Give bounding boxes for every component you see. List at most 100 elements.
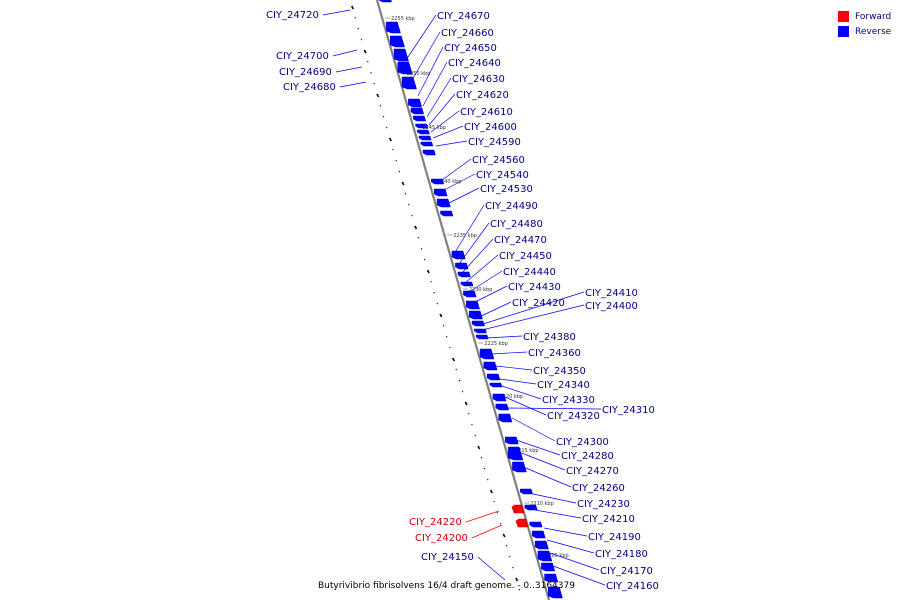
gene-label[interactable]: CIY_24350 (533, 366, 586, 377)
gene-label[interactable]: CIY_24200 (415, 533, 468, 544)
gene-label[interactable]: CIY_24620 (456, 90, 509, 101)
reverse-gene-block[interactable] (492, 393, 507, 402)
forward-gene-block[interactable] (515, 518, 529, 528)
gene-label[interactable]: CIY_24340 (537, 380, 590, 391)
gene-label[interactable]: CIY_24160 (606, 581, 659, 592)
reverse-gene-block[interactable] (529, 521, 543, 528)
reverse-gene-block[interactable] (440, 210, 454, 217)
gene-label[interactable]: CIY_24320 (547, 411, 600, 422)
reverse-gene-block[interactable] (537, 550, 553, 562)
gene-label[interactable]: CIY_24700 (276, 51, 329, 62)
reverse-gene-block[interactable] (418, 135, 432, 141)
scale-mark-label: 2255 kbp (391, 16, 415, 22)
reverse-gene-block[interactable] (378, 0, 392, 3)
gene-label[interactable]: CIY_24330 (542, 395, 595, 406)
reverse-gene-block[interactable] (475, 334, 489, 340)
gene-label[interactable]: CIY_24190 (588, 532, 641, 543)
label-leader (332, 49, 358, 57)
reverse-gene-block[interactable] (471, 320, 485, 327)
gene-label[interactable]: CIY_24420 (512, 298, 565, 309)
reverse-gene-block[interactable] (436, 198, 451, 208)
reverse-gene-block[interactable] (483, 361, 498, 371)
reverse-gene-block[interactable] (495, 403, 509, 411)
gene-label[interactable]: CIY_24270 (566, 466, 619, 477)
gene-label[interactable]: CIY_24680 (283, 82, 336, 93)
reverse-gene-block[interactable] (531, 530, 546, 539)
gene-label[interactable]: CIY_24310 (602, 405, 655, 416)
reverse-gene-block[interactable] (489, 382, 503, 388)
reverse-gene-block[interactable] (386, 21, 401, 34)
gene-label[interactable]: CIY_24690 (279, 67, 332, 78)
reverse-gene-block[interactable] (466, 300, 480, 310)
reverse-gene-block[interactable] (460, 281, 474, 287)
gene-label[interactable]: CIY_24220 (409, 517, 462, 528)
reverse-gene-block[interactable] (474, 328, 487, 334)
gene-label[interactable]: CIY_24600 (464, 122, 517, 133)
gene-label[interactable]: CIY_24480 (490, 219, 543, 230)
gene-label[interactable]: CIY_24260 (572, 483, 625, 494)
gene-label[interactable]: CIY_24180 (595, 549, 648, 560)
gene-label[interactable]: CIY_24150 (421, 552, 474, 563)
reverse-gene-block[interactable] (422, 149, 436, 156)
gene-label[interactable]: CIY_24640 (448, 58, 501, 69)
reverse-gene-block[interactable] (512, 461, 527, 473)
reverse-gene-block[interactable] (541, 562, 556, 572)
reverse-gene-block[interactable] (413, 115, 427, 122)
gene-label[interactable]: CIY_24300 (556, 437, 609, 448)
reverse-gene-block[interactable] (519, 488, 533, 495)
gene-label[interactable]: CIY_24210 (582, 514, 635, 525)
gene-label[interactable]: CIY_24670 (437, 11, 490, 22)
reverse-gene-block[interactable] (479, 348, 495, 360)
reverse-gene-block[interactable] (417, 129, 430, 135)
gene-label[interactable]: CIY_24450 (499, 251, 552, 262)
label-leader (499, 378, 537, 385)
reverse-gene-block[interactable] (548, 586, 563, 599)
reverse-gene-block[interactable] (524, 504, 538, 511)
gene-label[interactable]: CIY_24380 (523, 332, 576, 343)
scale-mark-label: 2225 kbp (484, 341, 508, 347)
reverse-gene-block[interactable] (544, 573, 559, 583)
gene-label[interactable]: CIY_24410 (585, 288, 638, 299)
gene-label[interactable]: CIY_24440 (503, 267, 556, 278)
reverse-gene-block[interactable] (463, 290, 477, 298)
gene-labels: CIY_24720 CIY_24700 CIY_24690 CIY_24680 CIY_… (266, 10, 659, 592)
gene-label[interactable]: CIY_24560 (472, 155, 525, 166)
gene-label[interactable]: CIY_24400 (585, 301, 638, 312)
gene-label[interactable]: CIY_24530 (480, 184, 533, 195)
gene-label[interactable]: CIY_24170 (600, 566, 653, 577)
reverse-gene-block[interactable] (397, 61, 413, 75)
gene-label[interactable]: CIY_24630 (452, 74, 505, 85)
gene-label[interactable]: CIY_24490 (485, 201, 538, 212)
reverse-gene-block[interactable] (507, 446, 524, 461)
reverse-gene-block[interactable] (468, 310, 483, 320)
reverse-gene-block[interactable] (408, 98, 423, 108)
gene-features (378, 0, 563, 599)
gene-label[interactable]: CIY_24280 (561, 451, 614, 462)
forward-gene-block[interactable] (511, 504, 525, 514)
reverse-gene-block[interactable] (455, 262, 469, 270)
gene-label[interactable]: CIY_24660 (441, 28, 494, 39)
reverse-gene-block[interactable] (420, 141, 434, 147)
reverse-gene-block[interactable] (415, 123, 429, 129)
gene-label[interactable]: CIY_24650 (444, 43, 497, 54)
reverse-gene-block[interactable] (433, 188, 448, 197)
reverse-gene-block[interactable] (534, 540, 549, 550)
gene-label[interactable]: CIY_24720 (266, 10, 319, 21)
reverse-gene-block[interactable] (401, 76, 417, 90)
gene-label[interactable]: CIY_24590 (468, 137, 521, 148)
gene-label[interactable]: CIY_24230 (577, 499, 630, 510)
gene-label[interactable]: CIY_24540 (476, 170, 529, 181)
reverse-gene-block[interactable] (457, 271, 471, 278)
reverse-gene-block[interactable] (505, 436, 519, 445)
gene-label[interactable]: CIY_24430 (508, 282, 561, 293)
reverse-gene-block[interactable] (390, 35, 405, 48)
reverse-gene-block[interactable] (393, 48, 409, 62)
gene-label[interactable]: CIY_24470 (494, 235, 547, 246)
reverse-gene-block[interactable] (431, 178, 445, 185)
reverse-gene-block[interactable] (498, 413, 513, 423)
reverse-gene-block[interactable] (451, 250, 466, 260)
reverse-gene-block[interactable] (486, 373, 501, 381)
reverse-gene-block[interactable] (410, 107, 425, 115)
gene-label[interactable]: CIY_24360 (528, 348, 581, 359)
gene-label[interactable]: CIY_24610 (460, 107, 513, 118)
